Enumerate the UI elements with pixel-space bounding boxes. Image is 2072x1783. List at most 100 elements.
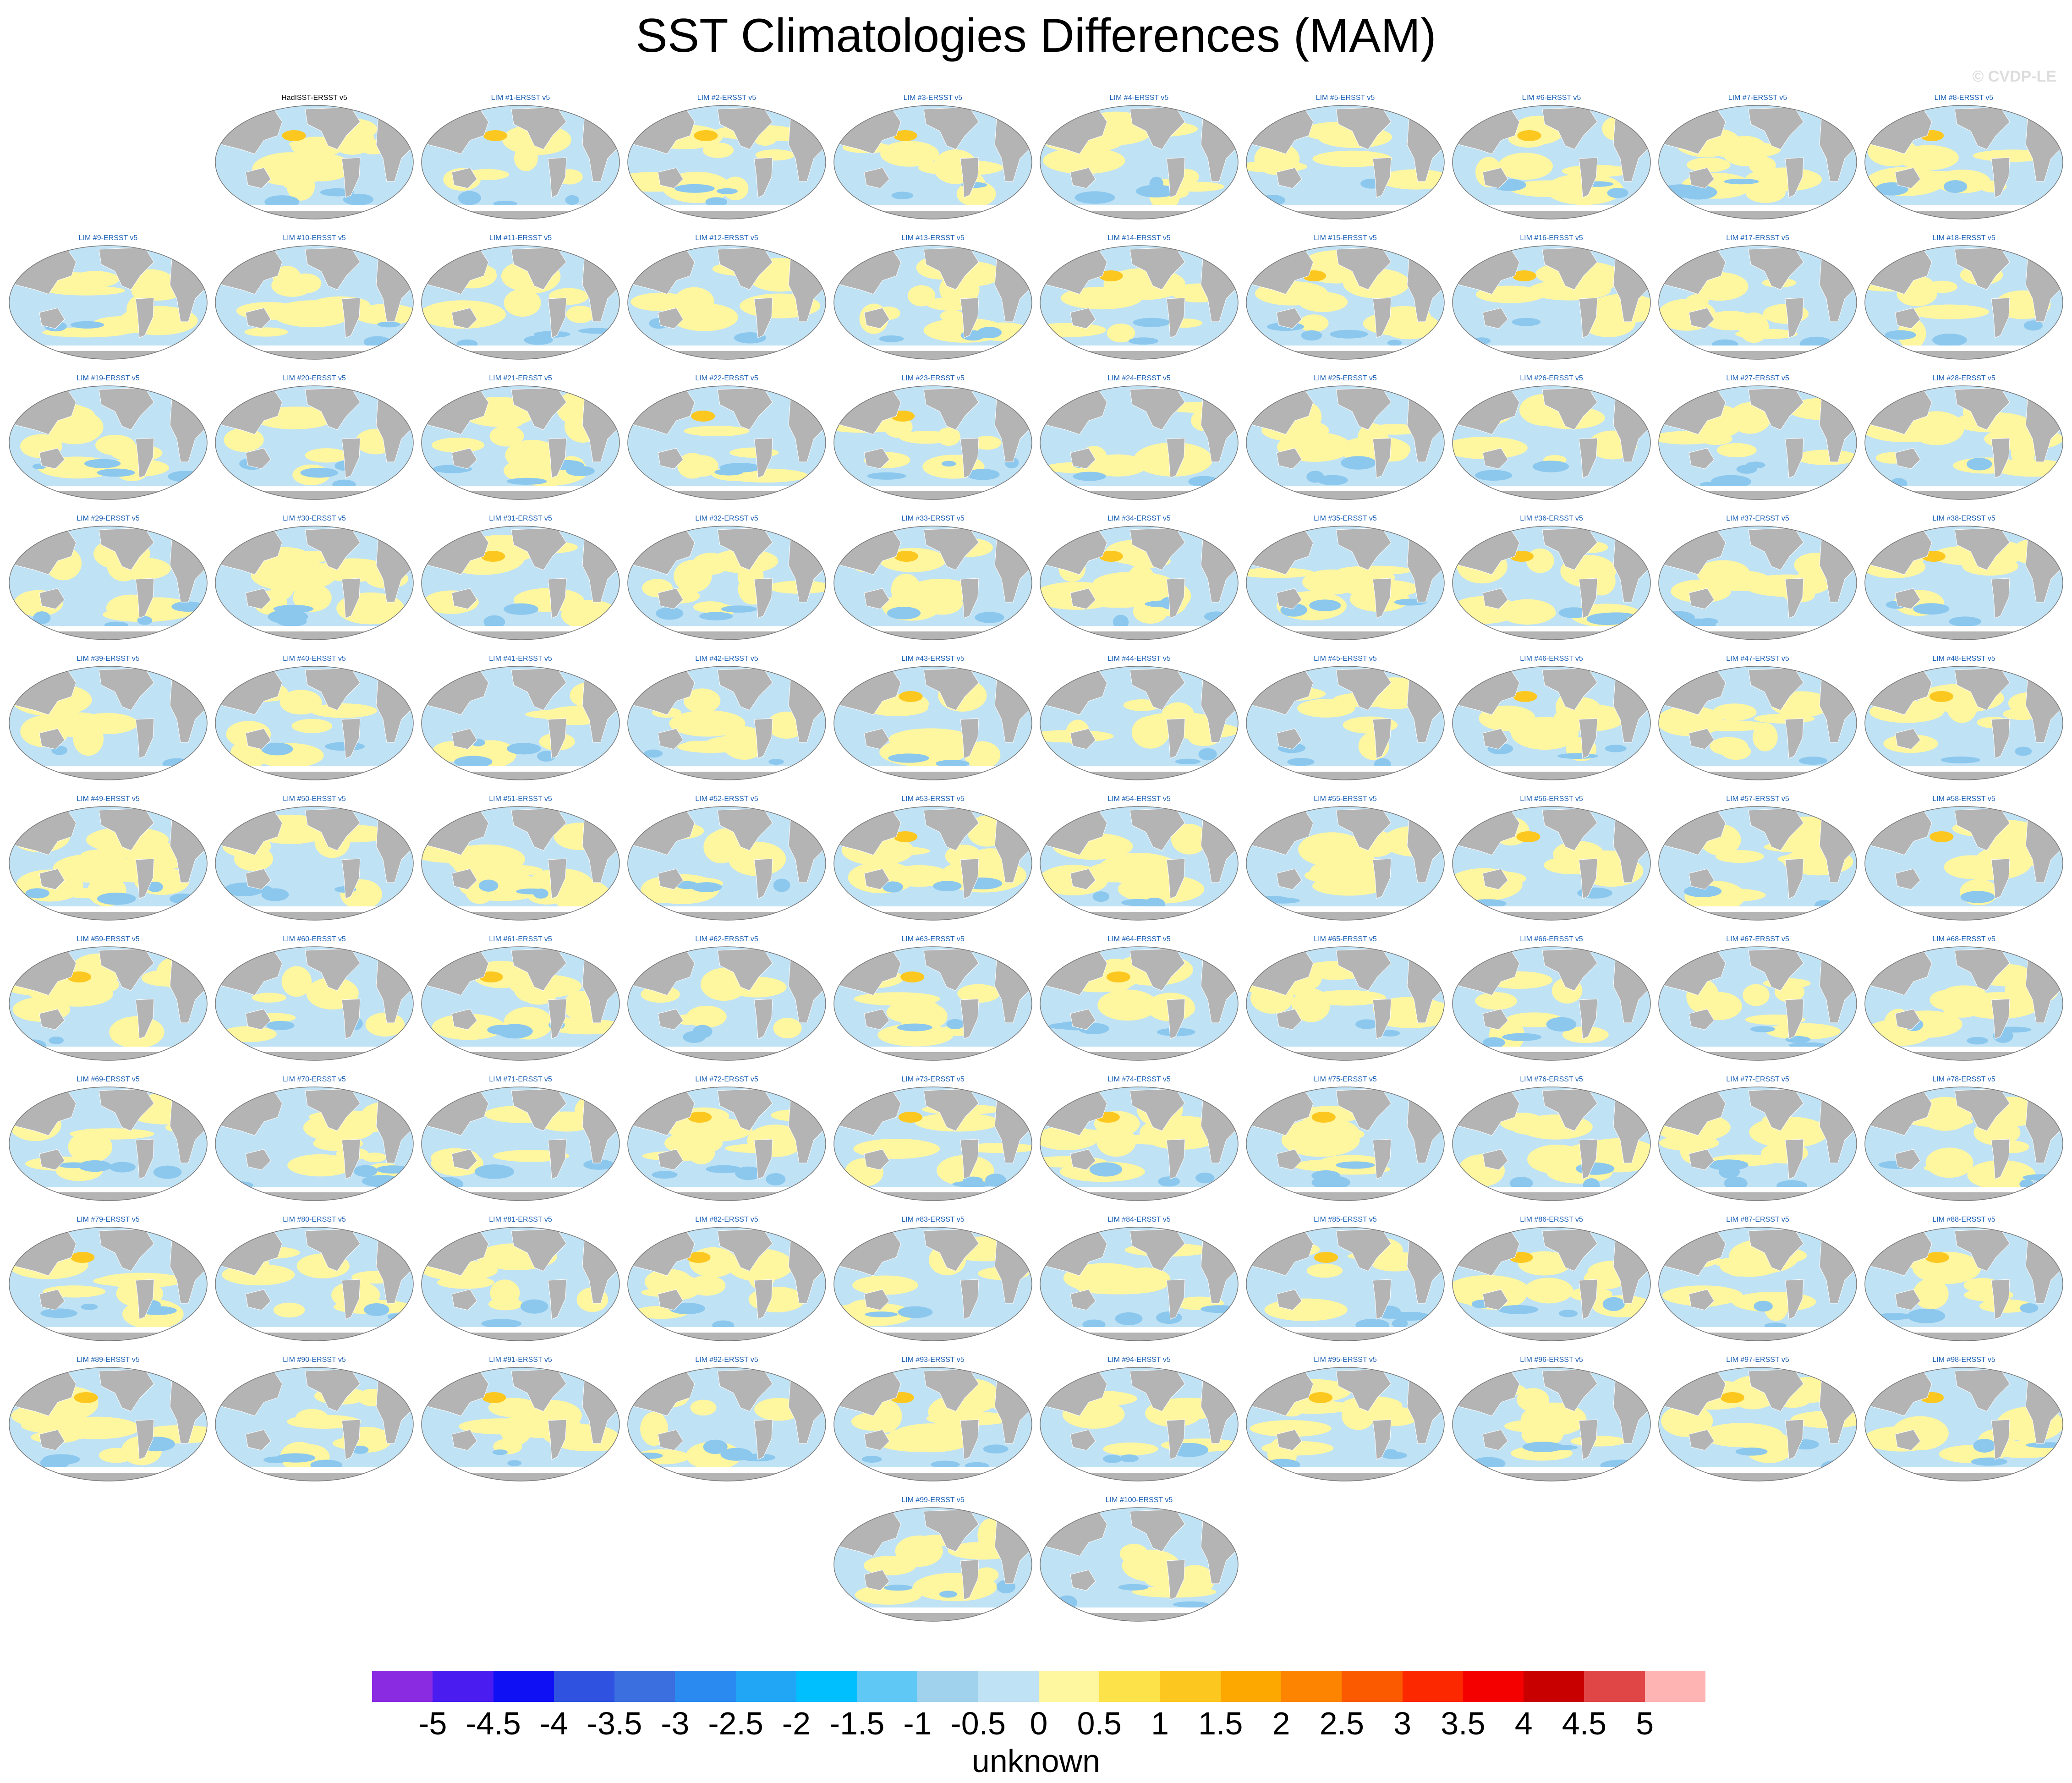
- map-panel: LIM #100-ERSST v5: [1038, 1496, 1240, 1623]
- map-outline: [1658, 1086, 1857, 1201]
- map-panel: LIM #88-ERSST v5: [1863, 1215, 2065, 1343]
- land-mass: [39, 588, 65, 609]
- panel-title: LIM #86-ERSST v5: [1520, 1216, 1583, 1223]
- panel-title: LIM #8-ERSST v5: [1934, 94, 1994, 102]
- sst-difference-map: [215, 1086, 414, 1201]
- panel-title: LIM #55-ERSST v5: [1314, 795, 1377, 803]
- map-panel: LIM #35-ERSST v5: [1244, 514, 1446, 642]
- land-mass: [1579, 578, 1598, 619]
- missing-data-band: [1246, 346, 1444, 351]
- land-mass: [1372, 438, 1392, 478]
- land-mass: [1542, 387, 1598, 430]
- warm-anomaly-region: [305, 448, 348, 463]
- panel-title: LIM #23-ERSST v5: [901, 374, 965, 382]
- panel-title: LIM #62-ERSST v5: [695, 935, 758, 943]
- land-mass: [1372, 297, 1392, 338]
- cool-anomaly-region: [1724, 1176, 1748, 1190]
- land-mass: [1129, 387, 1185, 430]
- land-mass: [1166, 1139, 1185, 1180]
- panel-title: LIM #17-ERSST v5: [1726, 234, 1789, 242]
- cool-anomaly-region: [33, 611, 51, 625]
- land-mass: [923, 1088, 979, 1131]
- warm-anomaly-region: [1527, 1144, 1587, 1174]
- warm-anomaly-region: [1246, 567, 1315, 578]
- missing-data-band: [1659, 1187, 1857, 1192]
- panel-title: LIM #67-ERSST v5: [1726, 935, 1789, 943]
- land-mass: [658, 588, 684, 609]
- missing-data-band: [1659, 766, 1857, 772]
- missing-data-band: [834, 626, 1032, 631]
- strong-warm-anomaly: [894, 551, 919, 562]
- map-outline: [421, 946, 620, 1061]
- sst-difference-map: [1040, 105, 1239, 219]
- colorbar-tick-label: 1.5: [1198, 1706, 1243, 1741]
- panel-title: LIM #99-ERSST v5: [901, 1496, 965, 1504]
- land-mass: [960, 1559, 979, 1600]
- map-outline: [1040, 806, 1239, 921]
- sst-difference-map: [1864, 1086, 2063, 1201]
- panel-title: LIM #59-ERSST v5: [77, 935, 140, 943]
- missing-data-band: [215, 1467, 413, 1473]
- land-mass: [754, 718, 773, 759]
- panel-title: LIM #9-ERSST v5: [78, 234, 138, 242]
- missing-data-band: [628, 1187, 826, 1192]
- land-mass: [717, 247, 773, 290]
- colorbar-tick-label: 5: [1636, 1706, 1654, 1741]
- cool-anomaly-region: [353, 1165, 378, 1177]
- missing-data-band: [215, 1327, 413, 1333]
- missing-data-band: [215, 346, 413, 351]
- map-outline: [627, 806, 826, 921]
- sst-difference-map: [1246, 1367, 1445, 1481]
- sst-difference-map: [627, 105, 826, 219]
- colorbar-units-label: unknown: [971, 1743, 1101, 1779]
- land-mass: [135, 1279, 154, 1320]
- land-mass: [1688, 1149, 1715, 1170]
- land-mass: [923, 1509, 979, 1552]
- colorbar-swatch: [978, 1671, 1039, 1702]
- warm-anomaly-region: [1764, 1294, 1788, 1321]
- cool-anomaly-region: [1735, 1447, 1768, 1456]
- panel-title: LIM #48-ERSST v5: [1932, 655, 1995, 663]
- land-mass: [717, 1088, 773, 1131]
- sst-difference-map: [215, 245, 414, 360]
- map-panel: LIM #10-ERSST v5: [214, 234, 415, 361]
- land-mass: [1276, 448, 1302, 469]
- strong-warm-anomaly: [691, 411, 715, 422]
- cool-anomaly-region: [1381, 1452, 1408, 1459]
- land-mass: [245, 1009, 271, 1030]
- land-mass: [451, 1149, 477, 1170]
- map-panel: LIM #62-ERSST v5: [626, 935, 828, 1062]
- land-mass: [864, 588, 890, 609]
- sst-difference-map: [627, 385, 826, 500]
- map-panel: LIM #75-ERSST v5: [1244, 1075, 1446, 1202]
- map-panel: LIM #95-ERSST v5: [1244, 1355, 1446, 1483]
- map-panel: LIM #64-ERSST v5: [1038, 935, 1240, 1062]
- land-mass: [39, 1009, 65, 1030]
- map-panel: LIM #38-ERSST v5: [1863, 514, 2065, 642]
- map-panel: LIM #60-ERSST v5: [214, 935, 415, 1062]
- land-mass: [1372, 1419, 1392, 1460]
- cool-anomaly-region: [169, 893, 196, 904]
- map-panel: LIM #78-ERSST v5: [1863, 1075, 2065, 1202]
- land-mass: [864, 1569, 890, 1591]
- strong-warm-anomaly: [482, 1392, 506, 1403]
- cool-anomaly-region: [84, 459, 121, 468]
- land-mass: [1991, 297, 2010, 338]
- map-panel: LIM #55-ERSST v5: [1244, 795, 1446, 922]
- land-mass: [1748, 247, 1804, 290]
- map-panel: LIM #24-ERSST v5: [1038, 374, 1240, 501]
- warm-anomaly-region: [273, 266, 301, 290]
- panel-title: LIM #46-ERSST v5: [1520, 655, 1583, 663]
- land-mass: [1688, 448, 1715, 469]
- cool-anomaly-region: [634, 1452, 663, 1459]
- colorbar-tick-label: -0.5: [950, 1706, 1006, 1741]
- missing-data-band: [1453, 205, 1650, 211]
- warm-anomaly-region: [1102, 1443, 1158, 1456]
- land-mass: [1129, 1229, 1185, 1272]
- strong-warm-anomaly: [688, 1112, 712, 1123]
- land-mass: [1372, 157, 1392, 198]
- map-panel: LIM #40-ERSST v5: [214, 654, 415, 782]
- cool-anomaly-region: [768, 758, 784, 765]
- land-mass: [1542, 1088, 1598, 1131]
- cool-anomaly-region: [1311, 1175, 1350, 1190]
